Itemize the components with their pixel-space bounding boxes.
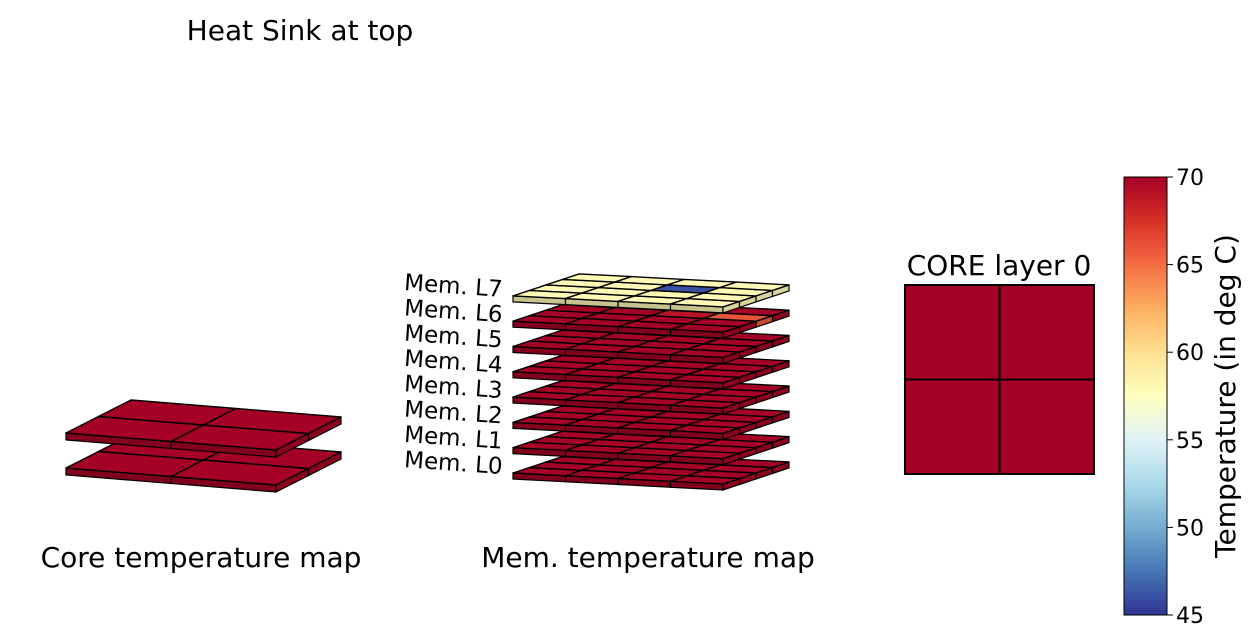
mem-stack	[513, 274, 789, 490]
core-inset-title: CORE layer 0	[907, 249, 1092, 282]
colorbar-label: Temperature (in deg C)	[1209, 234, 1242, 559]
colorbar-tick-label: 65	[1176, 254, 1204, 279]
core-inset-cell	[905, 285, 1000, 380]
mem-panel-label: Mem. temperature map	[481, 541, 815, 574]
core-inset-cell	[1000, 380, 1095, 475]
core-stack	[66, 400, 341, 492]
colorbar-tick-label: 45	[1176, 604, 1204, 629]
figure-title: Heat Sink at top	[187, 14, 414, 47]
core-inset-cell	[1000, 285, 1095, 380]
core-panel-label: Core temperature map	[41, 541, 362, 574]
colorbar	[1124, 177, 1167, 615]
colorbar-tick-label: 50	[1176, 516, 1204, 541]
colorbar-tick-label: 70	[1176, 166, 1204, 191]
core-layer-0-heatmap	[905, 285, 1094, 474]
colorbar-gradient	[1124, 177, 1167, 615]
colorbar-tick-label: 60	[1176, 341, 1204, 366]
colorbar-tick-label: 55	[1176, 429, 1204, 454]
colorbar-ticks: 45 50 55 60 65 70	[1167, 166, 1204, 629]
core-inset-cell	[905, 380, 1000, 475]
